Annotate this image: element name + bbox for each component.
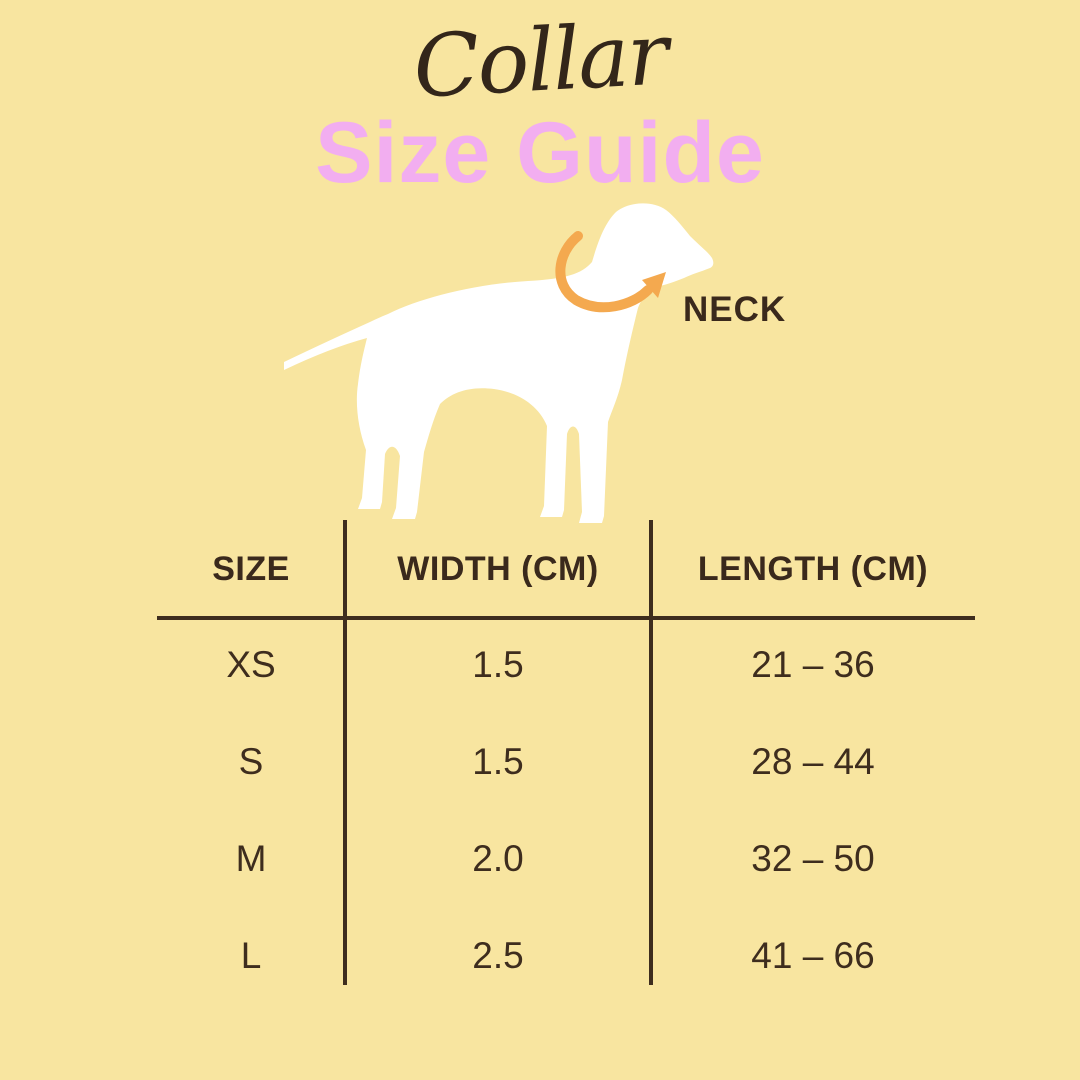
table-header-rule	[157, 616, 975, 620]
length-value: 21 – 36	[751, 643, 875, 685]
dog-silhouette	[284, 203, 714, 524]
table-row: M 2.0 32 – 50	[157, 810, 975, 907]
width-value: 1.5	[472, 740, 524, 782]
width-value: 1.5	[472, 643, 524, 685]
main-title: Size Guide	[315, 105, 765, 201]
size-table: SIZE WIDTH (CM) LENGTH (CM) XS 1.5 21 – …	[157, 523, 975, 985]
size-value: XS	[226, 643, 276, 685]
table-row: S 1.5 28 – 44	[157, 713, 975, 810]
table-column-divider-1	[343, 520, 347, 985]
width-value: 2.5	[472, 934, 524, 976]
width-value: 2.0	[472, 837, 524, 879]
column-header-width: WIDTH (CM)	[397, 550, 599, 588]
column-header-length: LENGTH (CM)	[697, 550, 929, 588]
size-value: S	[238, 740, 264, 782]
length-value: 32 – 50	[751, 837, 875, 879]
size-value: M	[235, 837, 267, 879]
neck-label: NECK	[683, 290, 787, 329]
dog-illustration	[270, 190, 720, 530]
table-column-divider-2	[649, 520, 653, 985]
length-value: 41 – 66	[751, 934, 875, 976]
table-row: L 2.5 41 – 66	[157, 907, 975, 1004]
length-value: 28 – 44	[751, 740, 875, 782]
neck-measure-arrow	[555, 231, 653, 313]
size-value: L	[240, 934, 262, 976]
neck-arrowhead-icon	[642, 272, 666, 298]
dog-svg	[284, 203, 714, 524]
column-header-size: SIZE	[212, 550, 290, 588]
table-header-row: SIZE WIDTH (CM) LENGTH (CM)	[157, 523, 975, 616]
table-row: XS 1.5 21 – 36	[157, 616, 975, 713]
